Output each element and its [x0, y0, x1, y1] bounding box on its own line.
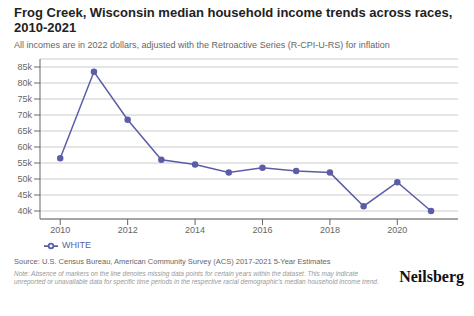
svg-text:80k: 80k [17, 78, 32, 88]
svg-text:40k: 40k [17, 206, 32, 216]
svg-text:50k: 50k [17, 174, 32, 184]
html-text:WHITE: WHITE [62, 240, 91, 251]
html-text:2010-2021: 2010-2021 [14, 20, 77, 35]
svg-text:60k: 60k [17, 142, 32, 152]
svg-text:65k: 65k [17, 126, 32, 136]
svg-text:75k: 75k [17, 94, 32, 104]
svg-text:55k: 55k [17, 158, 32, 168]
html-text:Note: Absence of markers on th: Note: Absence of markers on the line den… [14, 270, 379, 285]
html-text:Source: U.S. Census Bureau, Am: Source: U.S. Census Bureau, American Com… [14, 257, 331, 266]
html-text:All incomes are in 2022 dollar: All incomes are in 2022 dollars, adjuste… [14, 40, 390, 50]
svg-text:2010: 2010 [50, 225, 70, 235]
svg-text:2012: 2012 [118, 225, 138, 235]
html-text:Neilsberg: Neilsberg [399, 268, 464, 285]
svg-text:2020: 2020 [387, 225, 407, 235]
svg-text:2016: 2016 [252, 225, 272, 235]
html-text:Frog Creek, Wisconsin median h: Frog Creek, Wisconsin median household i… [14, 5, 453, 20]
svg-text:2014: 2014 [185, 225, 205, 235]
svg-text:2018: 2018 [320, 225, 340, 235]
svg-text:70k: 70k [17, 110, 32, 120]
svg-text:45k: 45k [17, 190, 32, 200]
svg-text:85k: 85k [17, 62, 32, 72]
